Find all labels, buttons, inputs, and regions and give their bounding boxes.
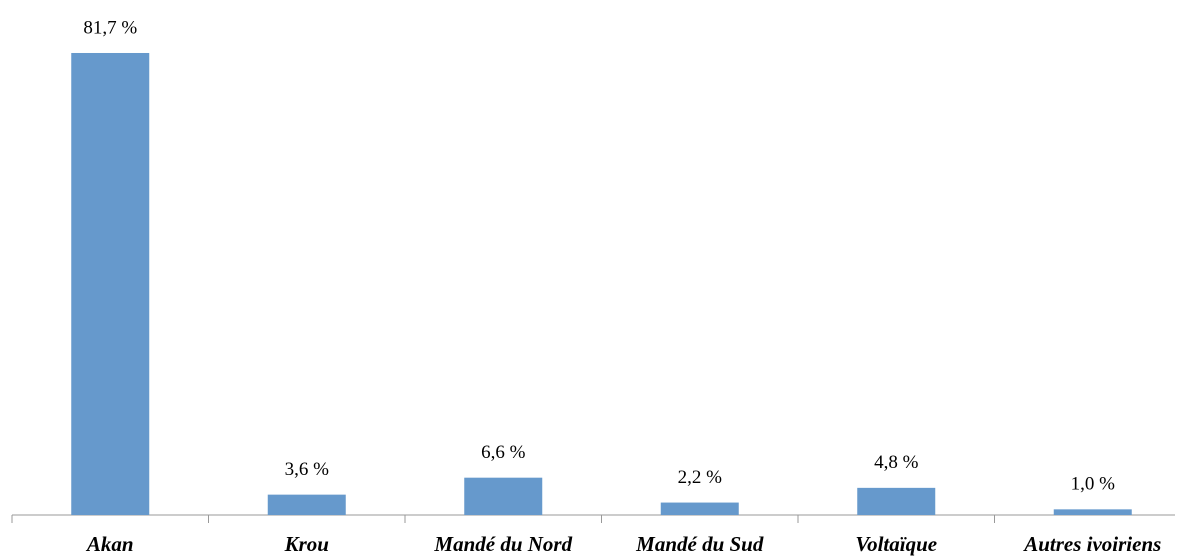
bar — [1053, 509, 1132, 515]
x-tick-label: Akan — [85, 532, 134, 556]
bar — [267, 494, 346, 515]
x-tick-label: Mandé du Nord — [433, 532, 572, 556]
value-label: 2,2 % — [678, 467, 723, 488]
value-label: 4,8 % — [874, 452, 919, 473]
value-label: 81,7 % — [83, 17, 137, 38]
bar — [660, 502, 739, 515]
value-label: 6,6 % — [481, 442, 526, 463]
x-tick-label: Mandé du Sud — [635, 532, 764, 556]
x-tick-label: Krou — [284, 532, 329, 556]
bar — [857, 487, 936, 515]
bar — [464, 477, 543, 515]
value-label: 1,0 % — [1071, 474, 1116, 495]
x-tick-label: Autres ivoiriens — [1022, 532, 1161, 556]
x-tick-label: Voltaïque — [855, 532, 937, 556]
bar — [71, 52, 150, 515]
value-label: 3,6 % — [285, 459, 330, 480]
